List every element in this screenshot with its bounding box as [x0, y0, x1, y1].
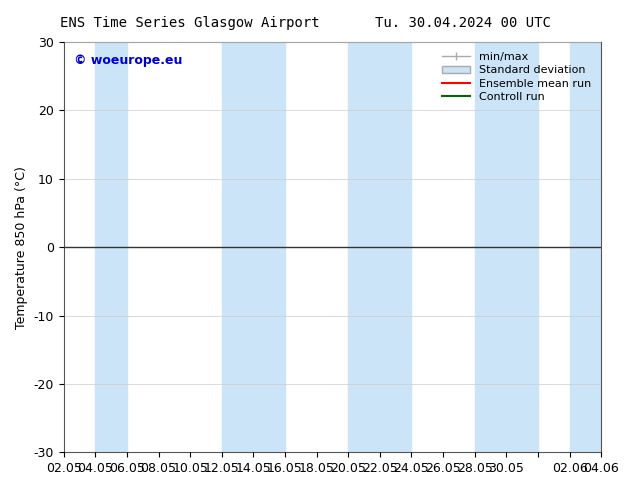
Text: © woeurope.eu: © woeurope.eu: [74, 54, 183, 67]
Bar: [95, 42, 127, 452]
Bar: [475, 42, 538, 452]
Bar: [569, 42, 601, 452]
Legend: min/max, Standard deviation, Ensemble mean run, Controll run: min/max, Standard deviation, Ensemble me…: [437, 48, 595, 106]
Y-axis label: Temperature 850 hPa (°C): Temperature 850 hPa (°C): [15, 166, 28, 329]
Bar: [348, 42, 411, 452]
Text: ENS Time Series Glasgow Airport: ENS Time Series Glasgow Airport: [60, 16, 320, 30]
Text: Tu. 30.04.2024 00 UTC: Tu. 30.04.2024 00 UTC: [375, 16, 551, 30]
Bar: [222, 42, 285, 452]
